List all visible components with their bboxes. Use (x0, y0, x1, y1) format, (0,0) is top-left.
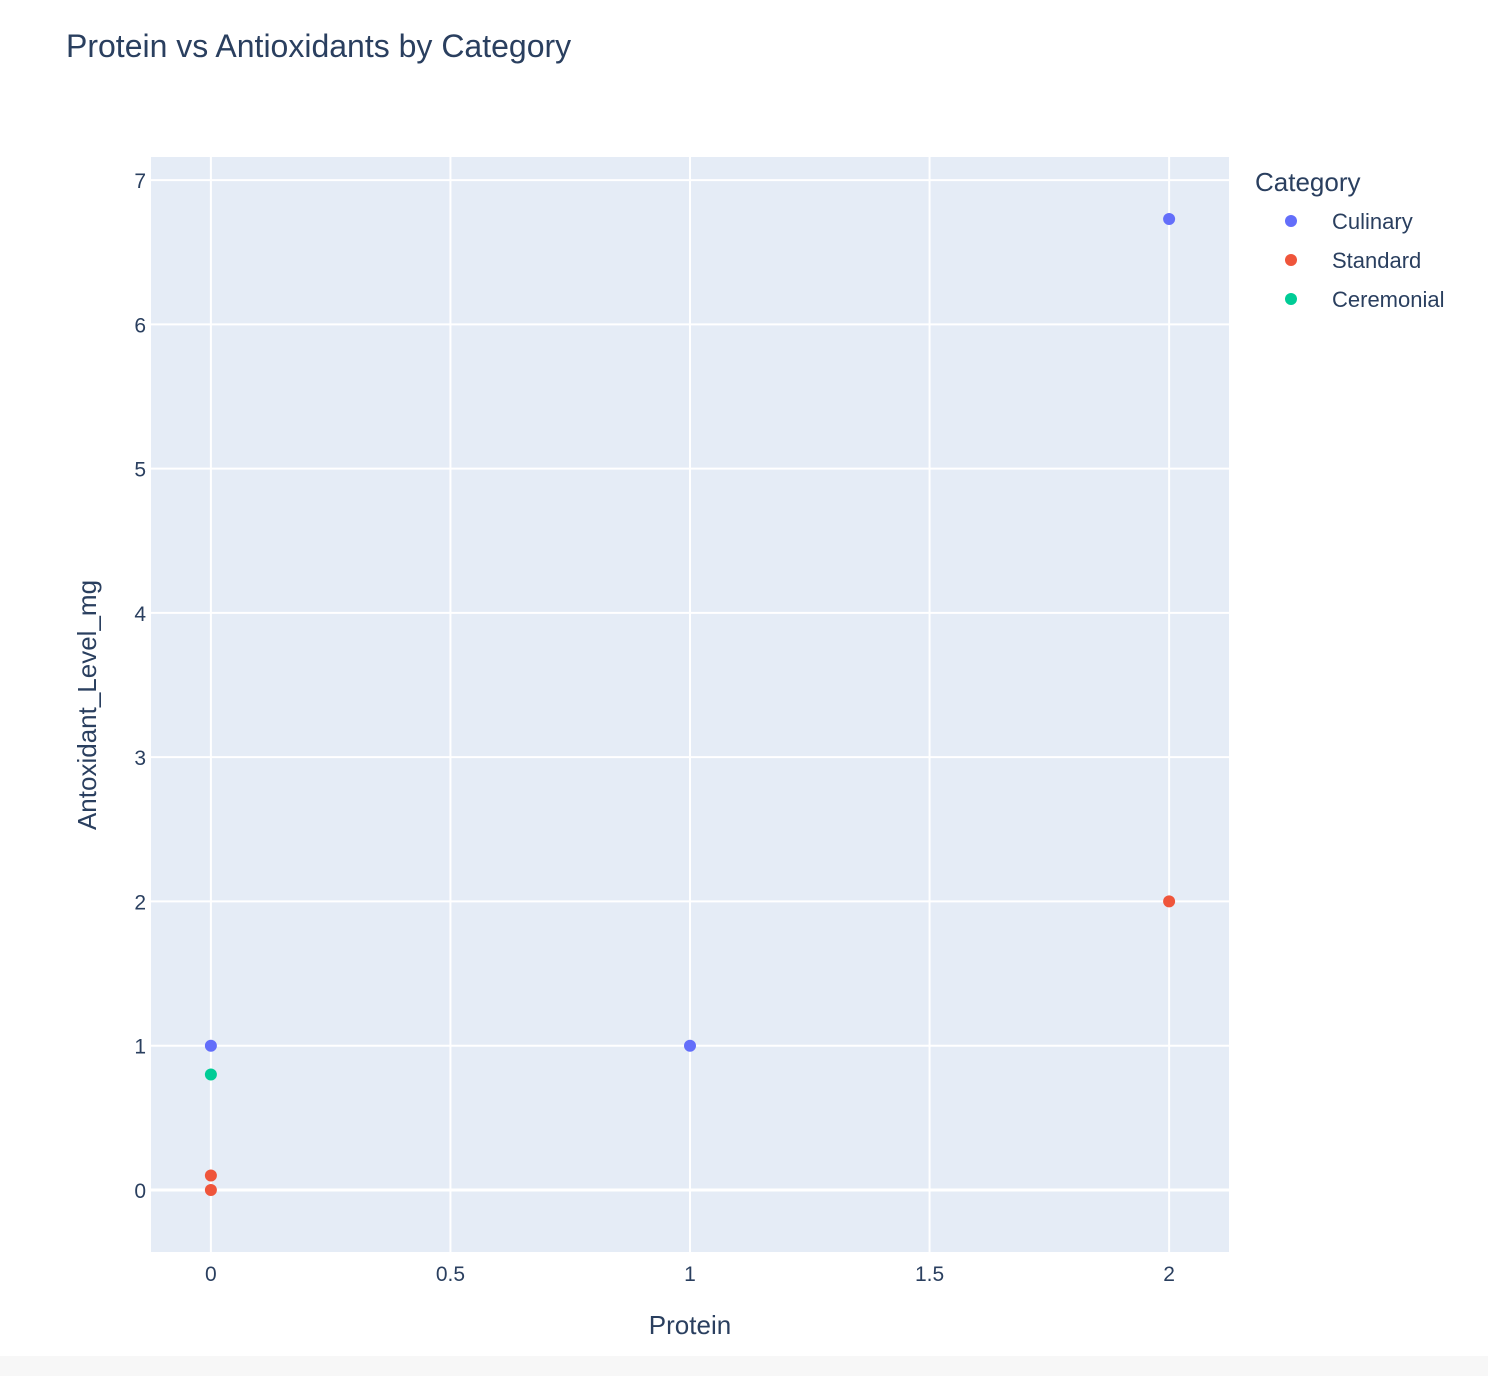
legend-label: Culinary (1332, 209, 1413, 234)
x-axis-label: Protein (649, 1310, 731, 1340)
y-tick-label: 6 (134, 314, 146, 337)
x-tick-label: 2 (1163, 1263, 1175, 1286)
series-culinary (204, 213, 1176, 1052)
data-point[interactable] (204, 1183, 217, 1196)
y-tick-label: 5 (134, 459, 146, 482)
x-axis-ticks: 0 0.5 1 1.5 2 (205, 1263, 1175, 1286)
legend-item-culinary[interactable]: Culinary (1285, 209, 1413, 234)
data-point[interactable] (684, 1039, 696, 1052)
gridlines (151, 157, 1229, 1252)
x-tick-label: 1.5 (915, 1263, 944, 1286)
y-tick-label: 3 (134, 747, 146, 770)
legend-marker (1285, 215, 1297, 227)
legend-label: Ceremonial (1332, 287, 1445, 312)
data-point[interactable] (1163, 895, 1176, 908)
data-point[interactable] (204, 1039, 217, 1052)
x-tick-label: 0 (205, 1263, 217, 1286)
chart-title: Protein vs Antioxidants by Category (66, 28, 571, 64)
data-point[interactable] (204, 1068, 217, 1081)
y-tick-label: 2 (134, 891, 146, 914)
legend-item-ceremonial[interactable]: Ceremonial (1285, 287, 1445, 312)
y-tick-label: 1 (134, 1036, 146, 1059)
data-point[interactable] (204, 1169, 217, 1182)
legend-marker (1285, 254, 1297, 266)
y-tick-label: 7 (134, 170, 146, 193)
y-axis-ticks: 0 1 2 3 4 5 6 7 (134, 170, 146, 1203)
page-footer-band (0, 1356, 1488, 1376)
x-tick-label: 1 (684, 1263, 696, 1286)
series-standard (204, 895, 1176, 1196)
legend[interactable]: Category Culinary Standard Ceremonial (1255, 167, 1445, 312)
y-tick-label: 4 (134, 603, 146, 626)
legend-marker (1285, 293, 1297, 305)
x-tick-label: 0.5 (436, 1263, 465, 1286)
legend-label: Standard (1332, 248, 1421, 273)
data-points (204, 213, 1176, 1196)
y-tick-label: 0 (134, 1180, 146, 1203)
legend-item-standard[interactable]: Standard (1285, 248, 1421, 273)
data-point[interactable] (1163, 213, 1176, 226)
y-axis-label: Antoxidant_Level_mg (72, 580, 102, 830)
series-ceremonial (204, 1068, 217, 1081)
legend-title: Category (1255, 167, 1361, 197)
